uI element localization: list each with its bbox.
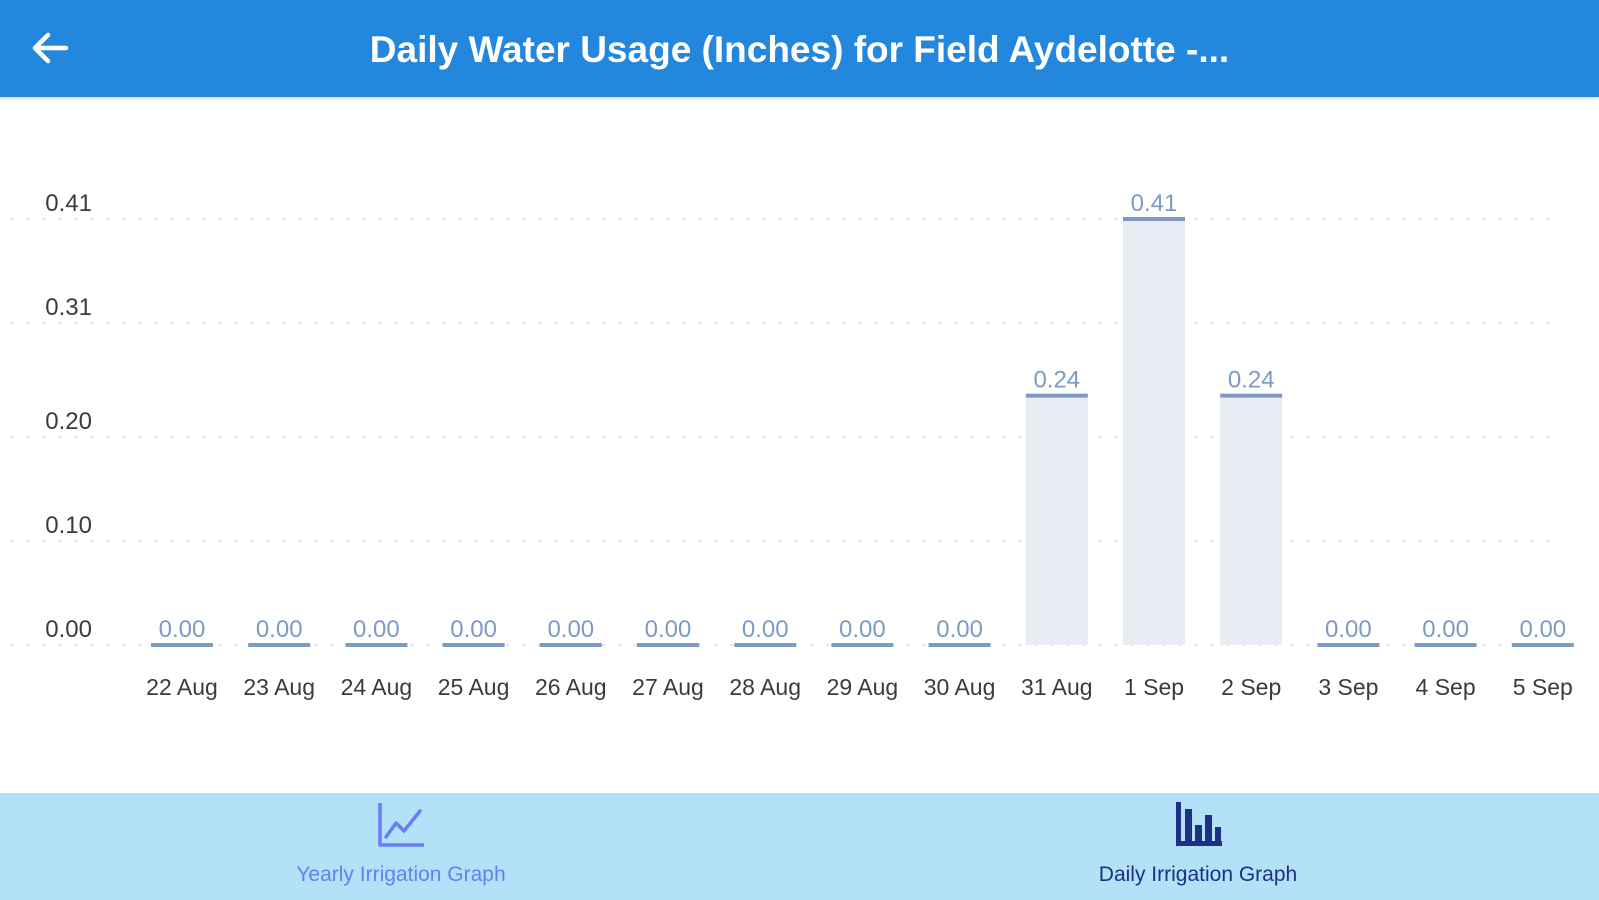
data-label: 0.00: [839, 616, 886, 643]
tab-label: Yearly Irrigation Graph: [296, 863, 506, 886]
page-title: Daily Water Usage (Inches) for Field Ayd…: [369, 29, 1230, 70]
data-label: 0.00: [256, 616, 303, 643]
bar-chart: 0.00 0.10 0.20 0.31 0.41 0.00 22 Aug 0.00 23 Aug…: [10, 190, 1574, 700]
arrow-left-icon: [32, 32, 69, 64]
bar-cap: [1123, 217, 1185, 221]
x-tick-label: 30 Aug: [924, 674, 996, 700]
data-label: 0.00: [1325, 616, 1372, 643]
bar-cap: [1220, 393, 1283, 398]
x-tick-label: 22 Aug: [146, 674, 218, 700]
bar-cap: [442, 643, 505, 647]
bar-cap: [1511, 643, 1574, 647]
data-label: 0.24: [1033, 367, 1080, 394]
tab-daily-irrigation-graph[interactable]: Daily Irrigation Graph: [998, 793, 1398, 900]
bar-cap: [151, 643, 213, 647]
y-tick-label: 0.31: [45, 294, 92, 321]
bottom-tab-bar: Yearly Irrigation Graph Daily Irrigation…: [0, 793, 1599, 900]
x-tick-label: 31 Aug: [1021, 674, 1093, 700]
bar-cap: [831, 643, 894, 647]
x-tick-label: 5 Sep: [1513, 674, 1573, 700]
x-tick-label: 2 Sep: [1221, 674, 1281, 700]
bar: [1025, 395, 1088, 645]
tab-label: Daily Irrigation Graph: [1098, 863, 1298, 886]
data-label: 0.00: [1519, 616, 1566, 643]
bar: [1220, 395, 1283, 645]
app-header: Daily Water Usage (Inches) for Field Ayd…: [0, 0, 1599, 97]
x-tick-label: 26 Aug: [535, 674, 607, 700]
x-tick-label: 4 Sep: [1416, 674, 1476, 700]
x-tick-label: 3 Sep: [1318, 674, 1378, 700]
bar-cap: [637, 643, 699, 647]
bar-cap: [345, 643, 408, 647]
tab-yearly-irrigation-graph[interactable]: Yearly Irrigation Graph: [201, 793, 601, 900]
x-tick-label: 1 Sep: [1124, 674, 1184, 700]
data-label: 0.24: [1228, 367, 1275, 394]
bar-cap: [1317, 643, 1380, 647]
line-chart-icon: [378, 803, 424, 847]
y-tick-label: 0.41: [45, 190, 92, 217]
y-tick-label: 0.10: [45, 512, 92, 539]
data-label: 0.00: [159, 616, 206, 643]
data-label: 0.00: [936, 616, 983, 643]
data-label: 0.00: [1422, 616, 1469, 643]
x-tick-label: 29 Aug: [827, 674, 899, 700]
back-button[interactable]: [26, 24, 74, 72]
bar-cap: [248, 643, 311, 647]
bar-chart-icon: [1176, 802, 1222, 846]
bar-cap: [539, 643, 602, 647]
data-label: 0.00: [353, 616, 400, 643]
x-tick-label: 27 Aug: [632, 674, 704, 700]
x-tick-label: 23 Aug: [243, 674, 315, 700]
x-tick-label: 28 Aug: [729, 674, 801, 700]
bar-cap: [1025, 393, 1088, 398]
bar-cap: [928, 643, 991, 647]
data-label: 0.00: [742, 616, 789, 643]
y-tick-label: 0.20: [45, 408, 92, 435]
bar-cap: [1414, 643, 1477, 647]
x-tick-label: 24 Aug: [341, 674, 413, 700]
data-label: 0.00: [450, 616, 497, 643]
chart-area: 0.00 0.10 0.20 0.31 0.41 0.00 22 Aug 0.00 23 Aug…: [0, 97, 1599, 793]
bar-cap: [734, 643, 797, 647]
bar: [1123, 219, 1185, 645]
data-label: 0.00: [547, 616, 594, 643]
data-label: 0.41: [1131, 190, 1178, 217]
data-label: 0.00: [645, 616, 692, 643]
x-tick-label: 25 Aug: [438, 674, 510, 700]
y-tick-label: 0.00: [45, 616, 92, 643]
